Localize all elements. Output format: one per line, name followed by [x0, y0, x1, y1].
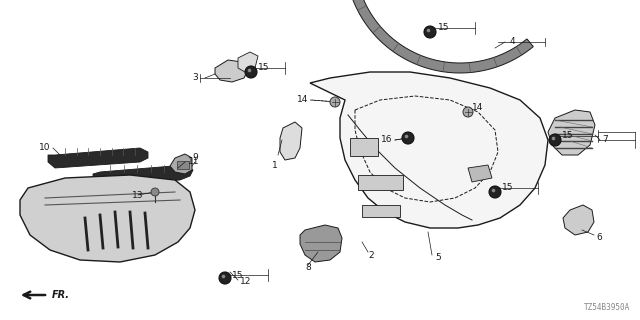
Polygon shape	[93, 165, 193, 185]
Text: 12: 12	[240, 277, 252, 286]
Circle shape	[424, 26, 436, 38]
Text: 2: 2	[368, 251, 374, 260]
Polygon shape	[310, 72, 548, 228]
Text: 7: 7	[602, 135, 608, 145]
Text: 15: 15	[502, 183, 513, 193]
Circle shape	[221, 275, 225, 278]
Polygon shape	[280, 122, 302, 160]
Text: FR.: FR.	[52, 290, 70, 300]
Text: 5: 5	[435, 253, 441, 262]
Circle shape	[489, 186, 501, 198]
Bar	[350, 138, 378, 156]
Text: 1: 1	[272, 161, 278, 170]
Text: 14: 14	[296, 95, 308, 105]
Circle shape	[248, 69, 252, 72]
Circle shape	[404, 135, 408, 138]
Text: 10: 10	[38, 143, 50, 153]
Polygon shape	[238, 52, 258, 72]
Text: 15: 15	[438, 23, 449, 33]
Text: 14: 14	[472, 103, 483, 113]
Polygon shape	[215, 60, 248, 82]
Circle shape	[463, 107, 473, 117]
Text: 15: 15	[562, 132, 573, 140]
Circle shape	[219, 272, 231, 284]
Text: 15: 15	[258, 63, 269, 73]
Bar	[177, 161, 189, 169]
Polygon shape	[351, 0, 533, 73]
Text: 13: 13	[132, 190, 143, 199]
Text: 11: 11	[188, 157, 200, 166]
Circle shape	[552, 137, 556, 140]
Polygon shape	[300, 225, 342, 262]
Circle shape	[245, 66, 257, 78]
Text: 6: 6	[596, 234, 602, 243]
Circle shape	[549, 134, 561, 146]
Polygon shape	[468, 165, 492, 182]
Text: 15: 15	[232, 270, 243, 279]
Polygon shape	[20, 175, 195, 262]
Text: 4: 4	[510, 37, 516, 46]
Circle shape	[330, 97, 340, 107]
Polygon shape	[170, 154, 192, 174]
Circle shape	[151, 188, 159, 196]
Text: TZ54B3950A: TZ54B3950A	[584, 303, 630, 312]
Polygon shape	[563, 205, 594, 235]
Bar	[358, 175, 403, 190]
Circle shape	[402, 132, 414, 144]
Text: 3: 3	[192, 74, 198, 83]
Text: 9: 9	[192, 154, 198, 163]
Text: 8: 8	[305, 263, 311, 273]
Polygon shape	[548, 110, 595, 155]
Text: 16: 16	[381, 135, 392, 145]
Circle shape	[492, 189, 495, 192]
Bar	[362, 205, 400, 217]
Circle shape	[427, 29, 430, 32]
Polygon shape	[48, 148, 148, 168]
